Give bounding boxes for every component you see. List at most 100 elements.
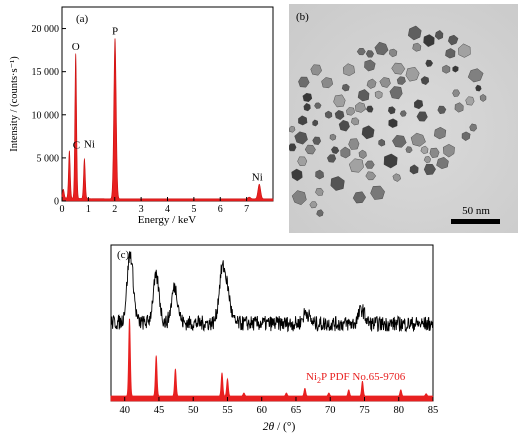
- panel-b-label: (b): [296, 11, 309, 23]
- x-tick-label: 50: [188, 405, 199, 416]
- nanoparticle: [315, 187, 324, 196]
- scale-bar-label: 50 nm: [462, 205, 490, 217]
- panel-a-frame: [61, 6, 274, 202]
- nanoparticle: [447, 34, 459, 46]
- nanoparticle: [416, 111, 428, 122]
- nanoparticle: [423, 34, 435, 48]
- nanoparticle: [303, 102, 311, 112]
- nanoparticle: [433, 126, 447, 140]
- nanoparticle: [425, 59, 434, 67]
- nanoparticle: [314, 102, 322, 109]
- x-tick-label: 80: [393, 405, 404, 416]
- nanoparticle: [298, 76, 310, 88]
- nanoparticle: [310, 64, 322, 76]
- nanoparticle: [391, 62, 406, 75]
- nanoparticle: [302, 92, 313, 103]
- x-tick-label: 45: [154, 405, 165, 416]
- x-tick-label: 65: [291, 405, 302, 416]
- nanoparticle: [414, 99, 424, 110]
- panel-a-label: (a): [76, 13, 89, 25]
- nanoparticle: [458, 43, 471, 58]
- panel-c-x-axis: 40 45 50 55 60 65 70 75 80 85: [119, 397, 438, 416]
- nanoparticle: [346, 107, 355, 116]
- nanoparticle: [366, 105, 374, 113]
- nanoparticle: [420, 76, 430, 86]
- nanoparticle: [437, 105, 447, 115]
- panel-a-x-axis: 0 1 2 3 4 5 6 7: [60, 197, 249, 215]
- peak-label: Ni: [252, 171, 263, 183]
- nanoparticle: [467, 68, 484, 83]
- y-tick-label: 5 000: [37, 153, 60, 164]
- nanoparticle: [405, 66, 420, 82]
- nanoparticle: [366, 78, 377, 89]
- x-tick-label: 75: [359, 405, 370, 416]
- panel-b-tem-image: (b) 50 nm: [289, 4, 518, 233]
- nanoparticle: [352, 191, 367, 204]
- y-tick-label: 15 000: [32, 67, 60, 78]
- nanoparticle: [442, 64, 451, 74]
- nanoparticle: [364, 59, 376, 72]
- nanoparticle: [357, 89, 370, 102]
- nanoparticle: [321, 77, 334, 89]
- panel-a-y-axis: 0 5 000 10 000 15 000 20 000: [32, 24, 66, 208]
- nanoparticle: [475, 84, 482, 92]
- nanoparticle: [364, 160, 375, 169]
- nanoparticle: [434, 30, 444, 40]
- nanoparticle: [365, 50, 375, 58]
- nanoparticle: [355, 102, 366, 113]
- nanoparticle: [387, 106, 396, 115]
- nanoparticle: [289, 125, 296, 133]
- nanoparticle: [348, 138, 360, 150]
- x-tick-label: 4: [165, 204, 170, 215]
- nanoparticle: [423, 163, 436, 176]
- nanoparticle: [405, 146, 413, 154]
- nanoparticle: [452, 89, 461, 97]
- nanoparticle: [334, 110, 345, 121]
- nanoparticle: [383, 153, 398, 169]
- nanoparticle: [356, 48, 366, 56]
- x-tick-label: 60: [256, 405, 267, 416]
- nanoparticle: [351, 117, 360, 126]
- reference-xrd-pattern: [110, 318, 434, 402]
- nanoparticle: [315, 169, 324, 180]
- nanoparticle: [324, 110, 333, 119]
- nanoparticle: [348, 158, 364, 173]
- nanoparticle: [409, 164, 419, 175]
- nanoparticle: [340, 146, 351, 159]
- nanoparticle: [304, 144, 316, 155]
- panel-a-eds-spectrum: 0 1 2 3 4 5 6 7 0 5 000 10 000 15 000 20 000 C O Ni P N…: [9, 6, 274, 226]
- nanoparticle: [410, 132, 426, 147]
- x-tick-label: 3: [139, 204, 144, 215]
- nanoparticle: [374, 90, 383, 100]
- nanoparticle: [399, 110, 407, 117]
- nanoparticle: [338, 119, 350, 132]
- nanoparticle: [291, 168, 303, 182]
- nanoparticle: [407, 25, 422, 41]
- x-tick-label: 7: [244, 204, 249, 215]
- nanoparticle: [365, 171, 377, 181]
- x-tick-label: 2: [112, 204, 117, 215]
- nanoparticle: [454, 102, 464, 113]
- nanoparticle-cluster: [289, 25, 487, 217]
- nanoparticle: [389, 48, 398, 58]
- nanoparticle: [361, 125, 375, 140]
- nanoparticle: [294, 131, 308, 145]
- x-tick-label: 5: [191, 204, 196, 215]
- peak-label: P: [112, 26, 118, 38]
- nanoparticle: [412, 42, 422, 52]
- x-tick-label: 6: [218, 204, 223, 215]
- reference-series-label: Ni2P PDF No.65-9706: [306, 371, 406, 385]
- nanoparticle: [312, 136, 322, 145]
- nanoparticle: [479, 94, 487, 102]
- nanoparticle: [445, 48, 456, 59]
- nanoparticle: [289, 143, 297, 152]
- x-tick-label: 85: [428, 405, 439, 416]
- nanoparticle: [374, 41, 389, 56]
- nanoparticle: [389, 86, 403, 100]
- nanoparticle: [298, 115, 308, 126]
- nanoparticle: [452, 65, 459, 73]
- nanoparticle: [392, 173, 401, 182]
- x-tick-label: 0: [60, 204, 65, 215]
- nanoparticle: [429, 147, 440, 159]
- panel-a-y-axis-label: Intensity / (counts·s⁻¹): [9, 56, 20, 152]
